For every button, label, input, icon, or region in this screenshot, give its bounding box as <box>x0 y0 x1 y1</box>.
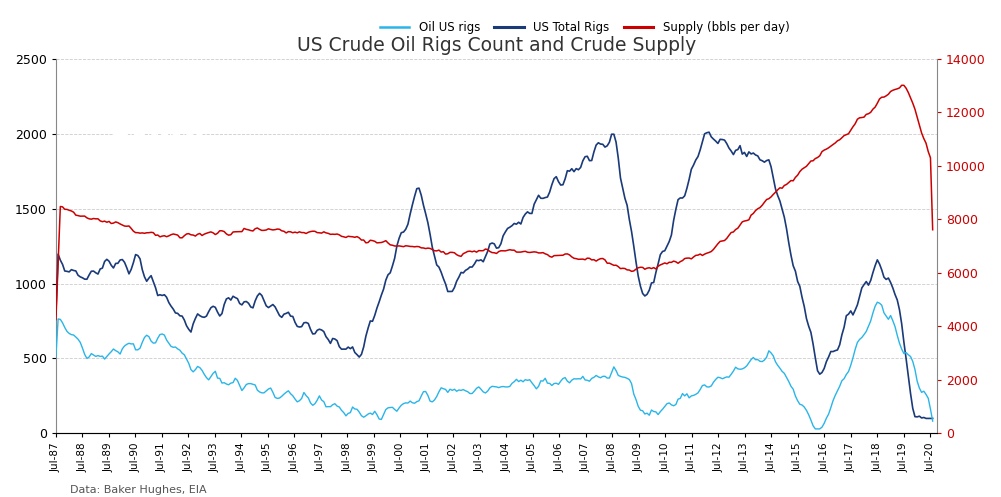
Text: Trade Like a Pro: Trade Like a Pro <box>105 178 210 192</box>
Legend: Oil US rigs, US Total Rigs, Supply (bbls per day): Oil US rigs, US Total Rigs, Supply (bbls… <box>375 16 794 38</box>
Title: US Crude Oil Rigs Count and Crude Supply: US Crude Oil Rigs Count and Crude Supply <box>297 35 696 55</box>
Text: Data: Baker Hughes, EIA: Data: Baker Hughes, EIA <box>70 485 206 495</box>
Text: FxPro: FxPro <box>110 124 205 152</box>
